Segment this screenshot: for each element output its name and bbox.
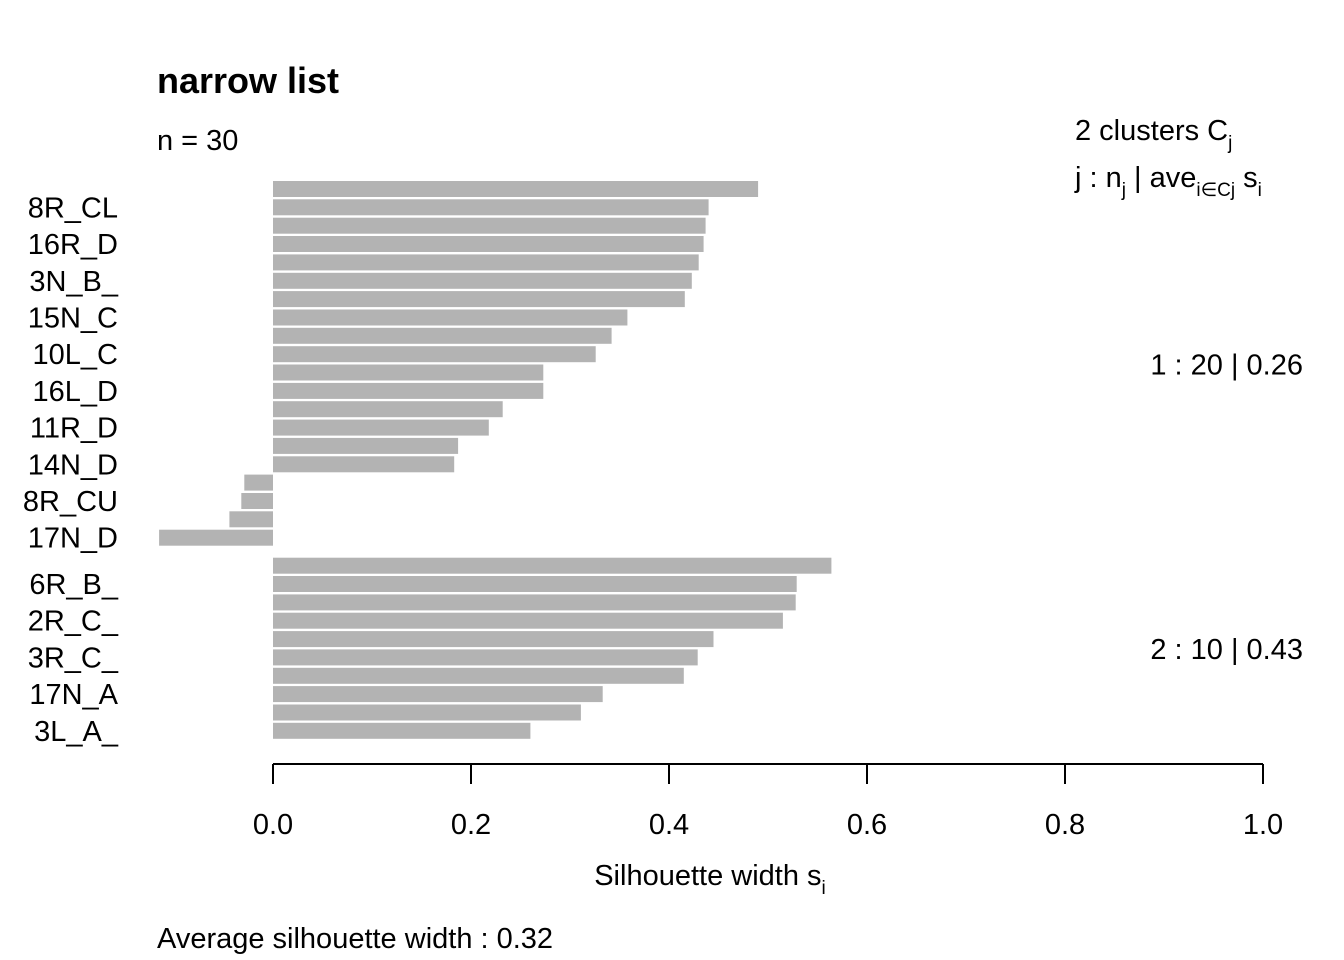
x-axis: 0.0 0.2 0.4 0.6 0.8 1.0 [253, 763, 1283, 841]
row-label: 11R_D [30, 413, 118, 445]
silhouette-bar [273, 686, 603, 703]
row-labels-group: 8R_CL 16R_D 3N_B_ 15N_C 10L_C 16L_D 11R_D 14N_D… [23, 192, 119, 748]
cluster-summaries-group: 1 : 20 | 0.26 2 : 10 | 0.43 [1150, 349, 1303, 666]
silhouette-bar [273, 419, 489, 436]
row-label: 8R_CU [23, 486, 118, 518]
silhouette-bar [273, 437, 459, 454]
legend-header-line1: 2 clusters Cj [1075, 115, 1232, 154]
silhouette-bar [273, 557, 832, 574]
row-label: 17N_D [28, 523, 118, 555]
legend-header-line2: j : nj | avei∈Cj si [1074, 162, 1262, 201]
silhouette-bar [273, 456, 455, 473]
x-tick-label: 0.4 [649, 809, 689, 841]
average-silhouette-width: Average silhouette width : 0.32 [157, 923, 553, 955]
x-tick-label: 1.0 [1243, 809, 1283, 841]
silhouette-bar [273, 272, 692, 289]
chart-title: narrow list [157, 60, 339, 101]
silhouette-bar [273, 722, 531, 739]
cluster-summary: 1 : 20 | 0.26 [1150, 349, 1303, 381]
silhouette-bar [273, 199, 709, 216]
row-label: 16L_D [33, 376, 118, 408]
silhouette-bar [244, 474, 273, 491]
silhouette-bar [229, 511, 273, 528]
row-label: 10L_C [33, 339, 118, 371]
x-tick-label: 0.8 [1045, 809, 1085, 841]
x-tick-label: 0.6 [847, 809, 887, 841]
silhouette-bar [273, 667, 684, 684]
row-label: 14N_D [28, 449, 118, 481]
silhouette-bar [273, 649, 698, 666]
bars-group [159, 181, 832, 739]
x-tick-label: 0.0 [253, 809, 293, 841]
cluster-summary: 2 : 10 | 0.43 [1150, 634, 1303, 666]
row-label: 8R_CL [28, 192, 118, 224]
silhouette-bar [241, 493, 273, 509]
silhouette-bar [273, 291, 685, 308]
silhouette-bar [273, 401, 503, 418]
row-label: 3L_A_ [34, 716, 119, 748]
row-label: 6R_B_ [29, 569, 119, 601]
row-label: 17N_A [29, 679, 118, 711]
row-label: 15N_C [28, 303, 118, 335]
silhouette-bar [273, 631, 714, 648]
x-axis-label: Silhouette width si [594, 860, 826, 899]
row-label: 3R_C_ [28, 642, 119, 674]
silhouette-bar [273, 346, 596, 363]
silhouette-bar [273, 612, 783, 629]
silhouette-bar [273, 327, 612, 344]
silhouette-bar [273, 594, 796, 611]
silhouette-bar [273, 382, 544, 399]
silhouette-bar [273, 181, 759, 197]
n-label: n = 30 [157, 125, 238, 157]
silhouette-bar [273, 309, 628, 326]
silhouette-bar [273, 364, 544, 381]
row-label: 16R_D [28, 229, 118, 261]
row-label: 3N_B_ [29, 266, 119, 298]
row-label: 2R_C_ [28, 606, 119, 638]
silhouette-bar [159, 529, 273, 546]
silhouette-bar [273, 236, 704, 252]
silhouette-bar [273, 576, 797, 592]
silhouette-bar [273, 704, 581, 721]
silhouette-bar [273, 217, 706, 234]
silhouette-bar [273, 254, 699, 271]
x-tick-label: 0.2 [451, 809, 491, 841]
